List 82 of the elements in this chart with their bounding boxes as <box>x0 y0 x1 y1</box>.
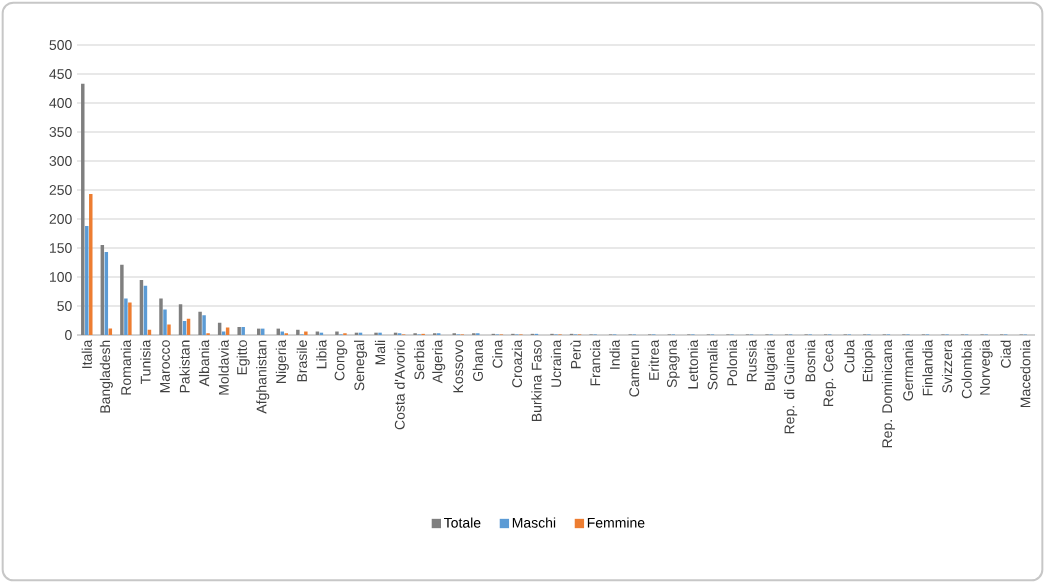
x-tick-label: Bulgaria <box>764 339 778 390</box>
bar <box>378 332 382 335</box>
x-tick-label: Polonia <box>726 339 738 386</box>
y-tick-label: 50 <box>57 301 72 311</box>
legend-label: Femmine <box>587 517 645 528</box>
y-tick-label: 100 <box>50 272 72 282</box>
bar <box>89 194 93 335</box>
x-tick-label: Etiopia <box>862 339 876 382</box>
x-tick-label: Rep. Ceca <box>823 339 837 406</box>
x-tick-label: Libia <box>316 339 327 369</box>
x-tick-label: Kossovo <box>453 340 464 393</box>
x-tick-label: Costa d'Avorio <box>394 340 405 430</box>
bar <box>296 329 300 335</box>
x-tick-label: Francia <box>589 339 601 386</box>
bar <box>167 324 171 335</box>
x-tick-label: Afghanistan <box>256 340 270 414</box>
y-tick-label: 400 <box>49 98 72 108</box>
bar <box>159 298 163 335</box>
y-tick-label: 500 <box>49 40 72 50</box>
x-tick-label: Norvegia <box>979 339 993 395</box>
x-tick-label: India <box>609 339 620 369</box>
x-tick-label: Algeria <box>432 339 446 384</box>
legend-label: Totale <box>444 517 481 528</box>
y-tick-label: 250 <box>49 185 72 195</box>
x-tick-label: Rep. di Guinea <box>784 339 798 434</box>
x-tick-label: Italia <box>81 339 92 368</box>
x-tick-label: Spagna <box>666 339 680 388</box>
x-tick-label: Bosnia <box>805 339 816 382</box>
x-tick-label: Macedonia <box>1020 339 1031 408</box>
y-tick-label: 200 <box>49 214 72 224</box>
bar <box>304 331 308 335</box>
x-tick-label: Moldavia <box>218 339 229 395</box>
y-tick-label: 0 <box>65 330 72 340</box>
x-tick-label: Bangladesh <box>99 340 113 413</box>
bar <box>163 309 167 335</box>
bar <box>225 327 230 335</box>
y-tick-label: 150 <box>50 243 72 253</box>
bar <box>237 326 241 335</box>
x-tick-label: Russia <box>746 339 757 382</box>
y-tick-label: 450 <box>49 69 72 79</box>
y-tick-label: 300 <box>49 156 72 166</box>
x-tick-label: Camerun <box>629 340 640 397</box>
x-tick-label: Serbia <box>414 339 425 380</box>
x-tick-label: Marocco <box>160 340 170 393</box>
bar <box>374 332 378 335</box>
legend-label: Maschi <box>512 517 556 528</box>
bar <box>81 83 85 335</box>
x-tick-label: Svizzera <box>941 339 953 393</box>
x-tick-label: Pakistan <box>179 340 190 393</box>
x-tick-label: Ucraina <box>550 339 562 387</box>
x-tick-label: Congo <box>334 340 348 381</box>
bar <box>335 331 339 335</box>
x-tick-label: Burkina Faso <box>531 340 542 422</box>
x-tick-label: Germania <box>902 339 914 401</box>
x-tick-label: Egitto <box>236 340 250 375</box>
x-tick-label: Nigeria <box>275 339 289 383</box>
bar <box>85 225 89 335</box>
x-tick-label: Rep. Dominicana <box>881 339 895 448</box>
bar <box>241 326 245 335</box>
x-tick-label: Lettonia <box>687 339 699 389</box>
bar <box>120 264 124 335</box>
x-tick-label: Ciad <box>1000 340 1011 368</box>
x-tick-label: Cuba <box>844 339 855 373</box>
x-tick-label: Romania <box>120 339 132 395</box>
x-tick-label: Eritrea <box>648 339 659 380</box>
x-tick-label: Tunisia <box>140 339 151 385</box>
x-tick-label: Finlandia <box>922 339 933 396</box>
x-tick-label: Ghana <box>472 339 483 382</box>
bar <box>198 311 202 335</box>
x-tick-label: Mali <box>374 340 386 365</box>
y-tick-label: 350 <box>49 127 72 137</box>
x-tick-label: Colombia <box>961 339 972 399</box>
bar <box>202 315 206 335</box>
bar <box>124 298 128 335</box>
x-tick-label: Croazia <box>511 339 523 388</box>
x-tick-label: Cina <box>492 339 503 368</box>
bar <box>128 302 132 335</box>
x-tick-label: Albania <box>198 339 210 387</box>
x-tick-label: Brasile <box>296 340 307 382</box>
x-tick-label: Perù <box>570 340 581 369</box>
x-tick-label: Senegal <box>353 340 368 391</box>
x-tick-label: Somalia <box>707 339 718 390</box>
